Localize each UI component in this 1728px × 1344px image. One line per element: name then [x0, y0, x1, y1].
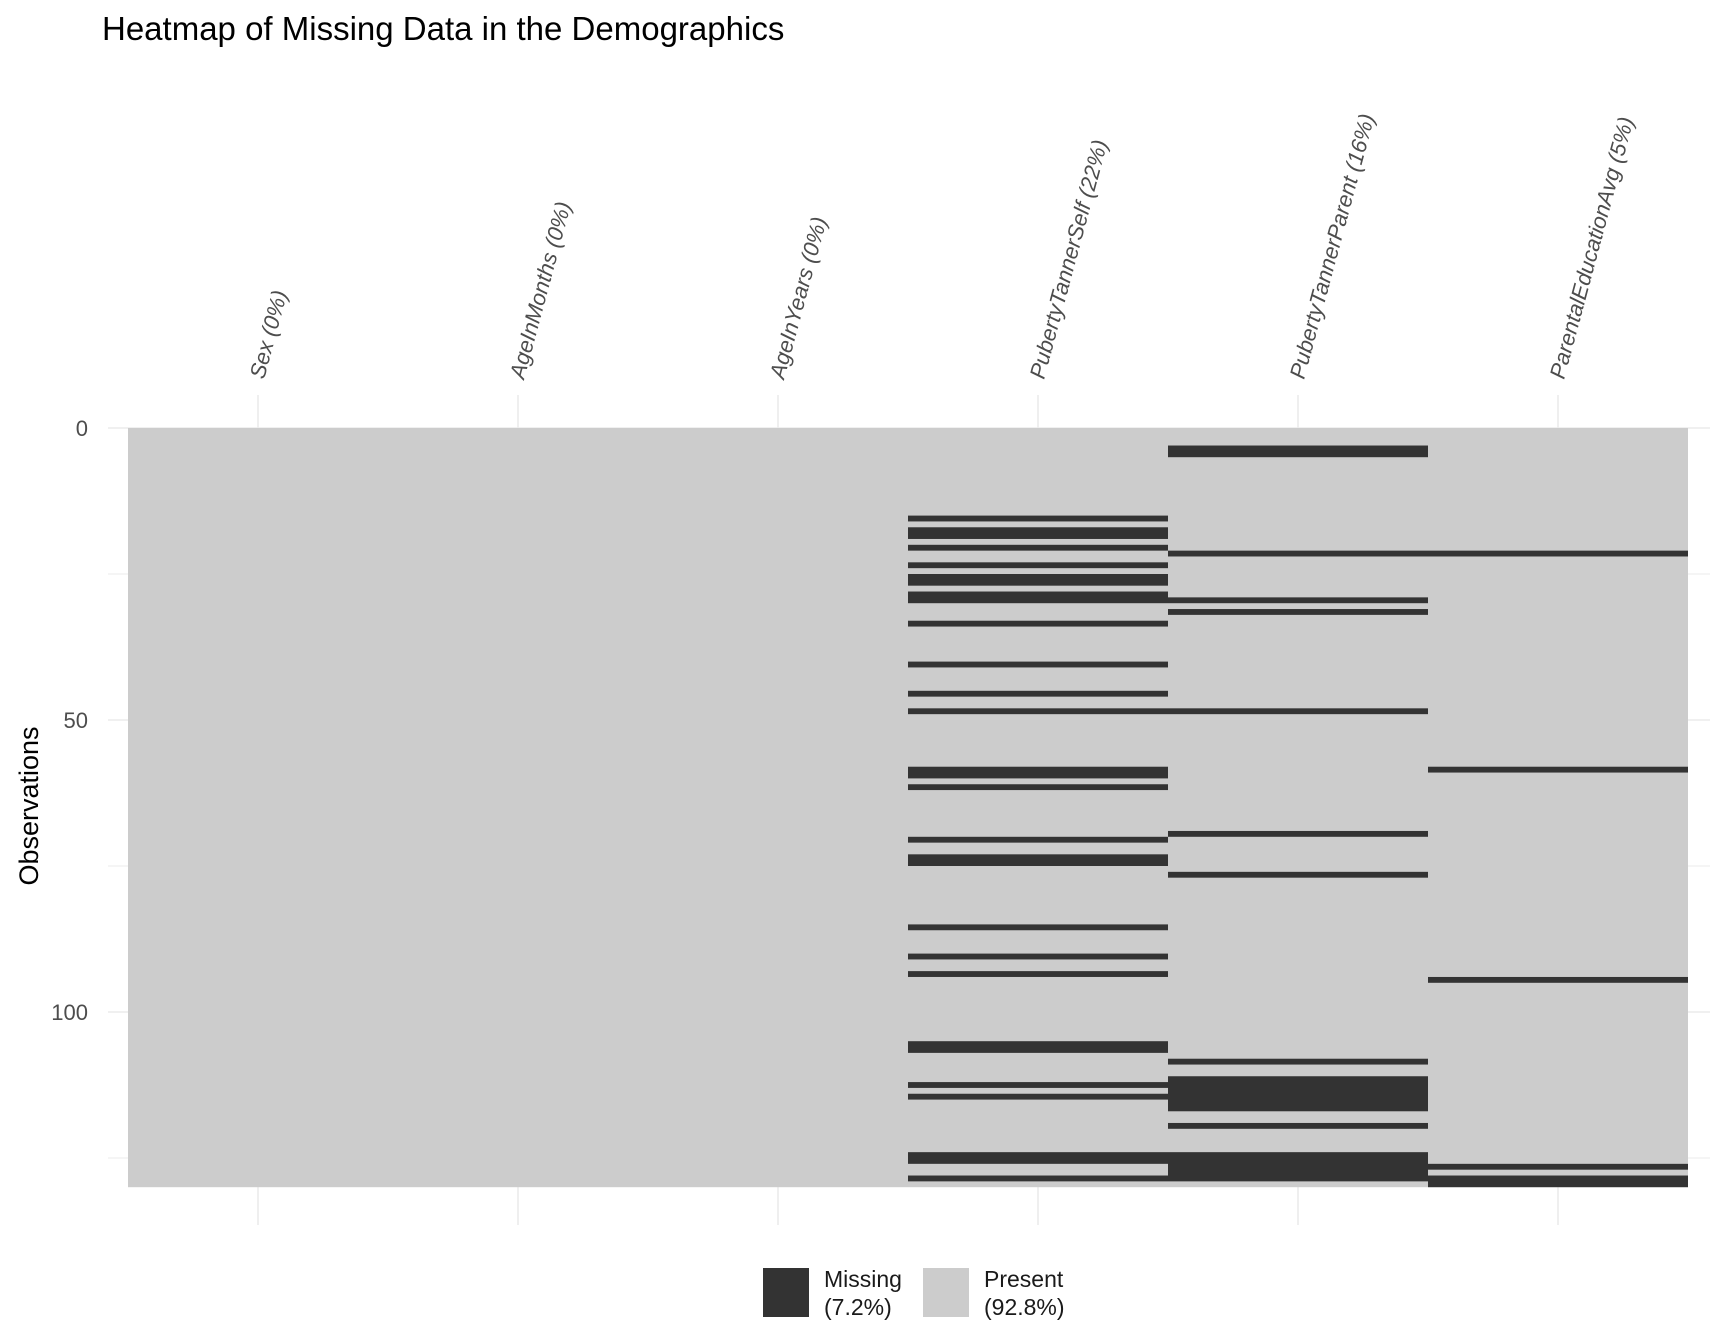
- present-tile: [1428, 428, 1688, 1188]
- missing-tile: [908, 953, 1168, 960]
- legend-label: Missing: [824, 1266, 902, 1292]
- missing-tile: [908, 1082, 1168, 1088]
- x-tick-label: PubertyTannerSelf (22%): [1025, 137, 1113, 381]
- missing-tile: [1168, 708, 1428, 715]
- missing-tile: [908, 836, 1168, 843]
- missing-tile: [908, 544, 1168, 551]
- missing-tile: [908, 690, 1168, 697]
- missing-tile: [1168, 609, 1428, 615]
- missing-tile: [908, 708, 1168, 715]
- missing-tile: [908, 515, 1168, 522]
- missing-tile: [1168, 1058, 1428, 1065]
- present-tile: [1168, 428, 1428, 1188]
- missing-tile: [1168, 871, 1428, 878]
- missing-tile: [1168, 830, 1428, 837]
- x-tick-label: ParentalEducationAvg (5%): [1545, 114, 1639, 381]
- missing-tile: [1168, 550, 1428, 557]
- legend-swatch: [763, 1268, 809, 1317]
- x-tick-label: Sex (0%): [245, 287, 293, 381]
- missing-tile: [908, 1041, 1168, 1053]
- missing-tile: [1168, 1122, 1428, 1129]
- missing-tile: [908, 574, 1168, 586]
- missing-tile: [1428, 1163, 1688, 1170]
- missing-tile: [908, 661, 1168, 668]
- present-tile: [128, 428, 388, 1188]
- chart-title: Heatmap of Missing Data in the Demograph…: [102, 10, 784, 47]
- missing-tile: [908, 1152, 1168, 1164]
- legend-label: Present: [984, 1266, 1064, 1292]
- legend-pct: (92.8%): [984, 1294, 1065, 1320]
- x-tick-label: AgeInMonths (0%): [504, 199, 576, 383]
- x-tick-label: PubertyTannerParent (16%): [1285, 111, 1380, 381]
- missing-tile: [1168, 445, 1428, 458]
- y-tick-label: 100: [51, 1000, 88, 1025]
- missing-tile: [1168, 1076, 1428, 1112]
- missing-tile: [1428, 766, 1688, 773]
- missing-tile: [1428, 1175, 1688, 1188]
- heatmap-tiles: [128, 428, 1688, 1188]
- missing-tile: [908, 1175, 1168, 1182]
- missing-tile: [908, 924, 1168, 931]
- missing-tile: [908, 784, 1168, 791]
- present-tile: [908, 428, 1168, 1188]
- legend-pct: (7.2%): [824, 1294, 892, 1320]
- x-tick-label: AgeInYears (0%): [764, 214, 832, 383]
- y-tick-label: 0: [76, 416, 88, 441]
- missing-tile: [908, 766, 1168, 779]
- missing-tile: [908, 620, 1168, 627]
- missing-tile: [1168, 1152, 1428, 1182]
- y-axis-title: Observations: [14, 726, 44, 885]
- missing-tile: [908, 591, 1168, 604]
- present-tile: [648, 428, 908, 1188]
- missing-tile: [1428, 976, 1688, 983]
- missing-tile: [908, 562, 1168, 569]
- present-tile: [388, 428, 648, 1188]
- missing-tile: [1428, 550, 1688, 557]
- legend: Missing(7.2%) Present(92.8%): [763, 1266, 1065, 1320]
- legend-swatch: [923, 1268, 969, 1317]
- missing-tile: [908, 854, 1168, 866]
- y-tick-label: 50: [64, 708, 88, 733]
- missing-tile: [908, 971, 1168, 977]
- missing-tile: [908, 1093, 1168, 1100]
- missing-tile: [1168, 597, 1428, 604]
- missing-tile: [908, 527, 1168, 539]
